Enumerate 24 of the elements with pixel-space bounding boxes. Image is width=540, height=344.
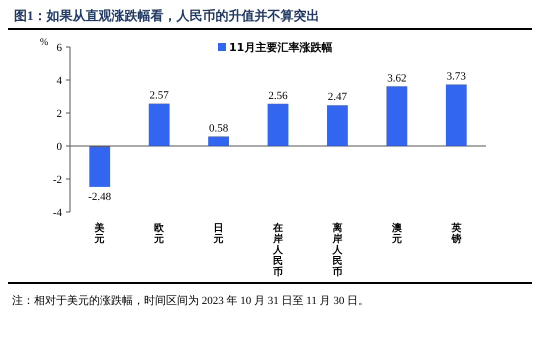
xtick: 澳元 <box>392 223 402 245</box>
legend: 11月主要汇率涨跌幅 <box>218 41 332 54</box>
xtick: 美元 <box>94 223 105 245</box>
ytick: 6 <box>56 42 62 54</box>
ytick: 0 <box>56 141 62 153</box>
xtick: 日元 <box>214 223 224 245</box>
ylabel: % <box>40 37 48 48</box>
ytick: -2 <box>52 174 62 186</box>
data-label: 0.58 <box>208 122 228 134</box>
xtick: 欧元 <box>154 223 164 245</box>
ytick: 2 <box>56 108 62 120</box>
data-label: -2.48 <box>88 190 112 203</box>
data-label: 2.56 <box>268 90 288 102</box>
ytick: 4 <box>56 75 62 87</box>
ytick: -4 <box>52 207 62 219</box>
xtick: 离岸人民币 <box>332 223 342 278</box>
title: 图1：如果从直观涨跌幅看，人民币的升值并不算突出 <box>14 8 320 23</box>
data-label: 3.62 <box>387 72 406 84</box>
xtick: 英镑 <box>451 223 462 245</box>
xtick: 在岸人民币 <box>273 223 283 278</box>
annotation: 注：相对于美元的涨跌幅，时间区间为 2023 年 10 月 31 日至 11 月 30 日。 <box>12 295 370 307</box>
data-label: 2.47 <box>328 91 348 104</box>
data-label: 3.73 <box>446 70 466 82</box>
data-label: 2.57 <box>150 90 169 102</box>
